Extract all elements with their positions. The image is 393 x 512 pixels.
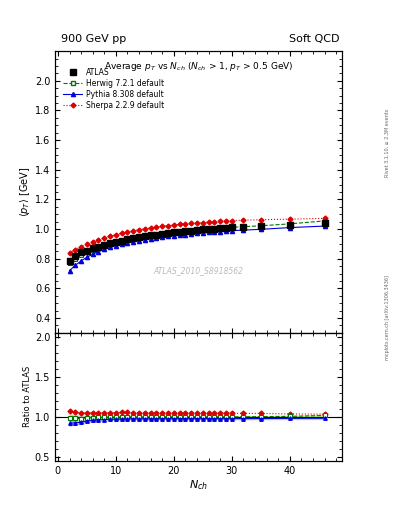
Y-axis label: Ratio to ATLAS: Ratio to ATLAS <box>23 366 32 428</box>
Y-axis label: $\langle p_{T} \rangle$ [GeV]: $\langle p_{T} \rangle$ [GeV] <box>18 167 32 217</box>
Text: Rivet 3.1.10, ≥ 2.3M events: Rivet 3.1.10, ≥ 2.3M events <box>385 109 390 178</box>
Text: Soft QCD: Soft QCD <box>290 33 340 44</box>
Text: mcplots.cern.ch [arXiv:1306.3436]: mcplots.cern.ch [arXiv:1306.3436] <box>385 275 390 360</box>
Legend: ATLAS, Herwig 7.2.1 default, Pythia 8.308 default, Sherpa 2.2.9 default: ATLAS, Herwig 7.2.1 default, Pythia 8.30… <box>62 66 166 111</box>
X-axis label: $N_{ch}$: $N_{ch}$ <box>189 478 208 492</box>
Text: ATLAS_2010_S8918562: ATLAS_2010_S8918562 <box>153 266 244 275</box>
Text: Average $p_{T}$ vs $N_{ch}$ ($N_{ch}$ > 1, $p_{T}$ > 0.5 GeV): Average $p_{T}$ vs $N_{ch}$ ($N_{ch}$ > … <box>104 60 293 73</box>
Text: 900 GeV pp: 900 GeV pp <box>61 33 126 44</box>
